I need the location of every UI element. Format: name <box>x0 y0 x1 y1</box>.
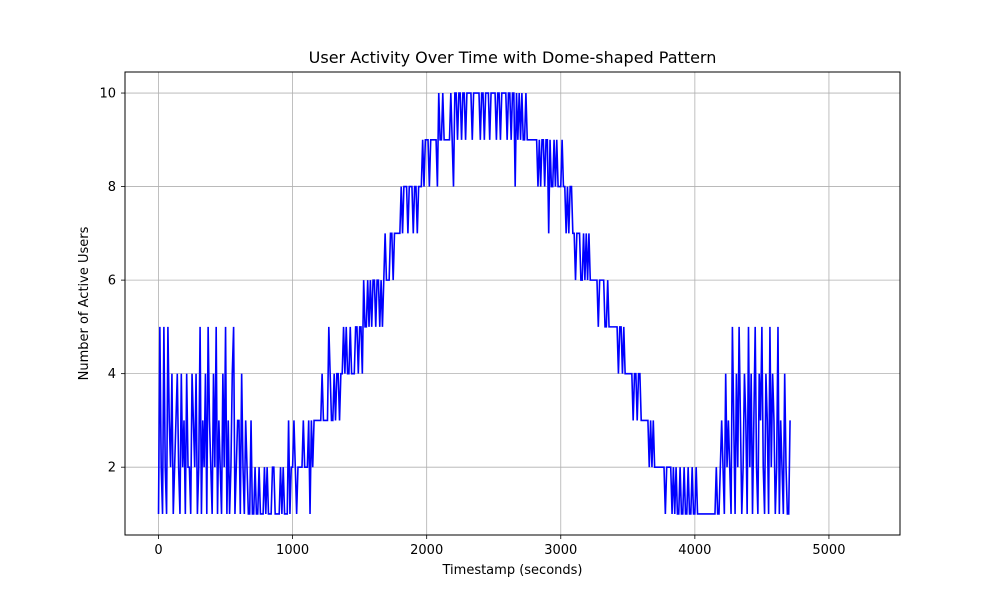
x-tick-label: 0 <box>154 543 162 558</box>
series-line <box>157 92 791 515</box>
y-tick-label: 4 <box>108 367 116 382</box>
x-tick-label: 3000 <box>544 543 577 558</box>
chart-title: User Activity Over Time with Dome-shaped… <box>309 48 717 67</box>
x-tick-label: 1000 <box>276 543 309 558</box>
y-tick-label: 10 <box>99 87 116 102</box>
y-axis-ticks: 2 4 6 8 10 <box>99 87 125 476</box>
y-tick-label: 2 <box>108 461 116 476</box>
y-tick-label: 8 <box>108 180 116 195</box>
x-axis-ticks: 0 1000 2000 3000 4000 5000 <box>154 535 845 558</box>
x-tick-label: 4000 <box>678 543 711 558</box>
y-axis-label: Number of Active Users <box>77 226 92 380</box>
x-axis-label: Timestamp (seconds) <box>442 563 583 578</box>
x-tick-label: 2000 <box>410 543 443 558</box>
plot-area-frame <box>124 71 901 536</box>
x-tick-label: 5000 <box>812 543 845 558</box>
series-line-layer <box>157 92 791 515</box>
grid <box>125 72 900 535</box>
y-tick-label: 6 <box>108 274 116 289</box>
